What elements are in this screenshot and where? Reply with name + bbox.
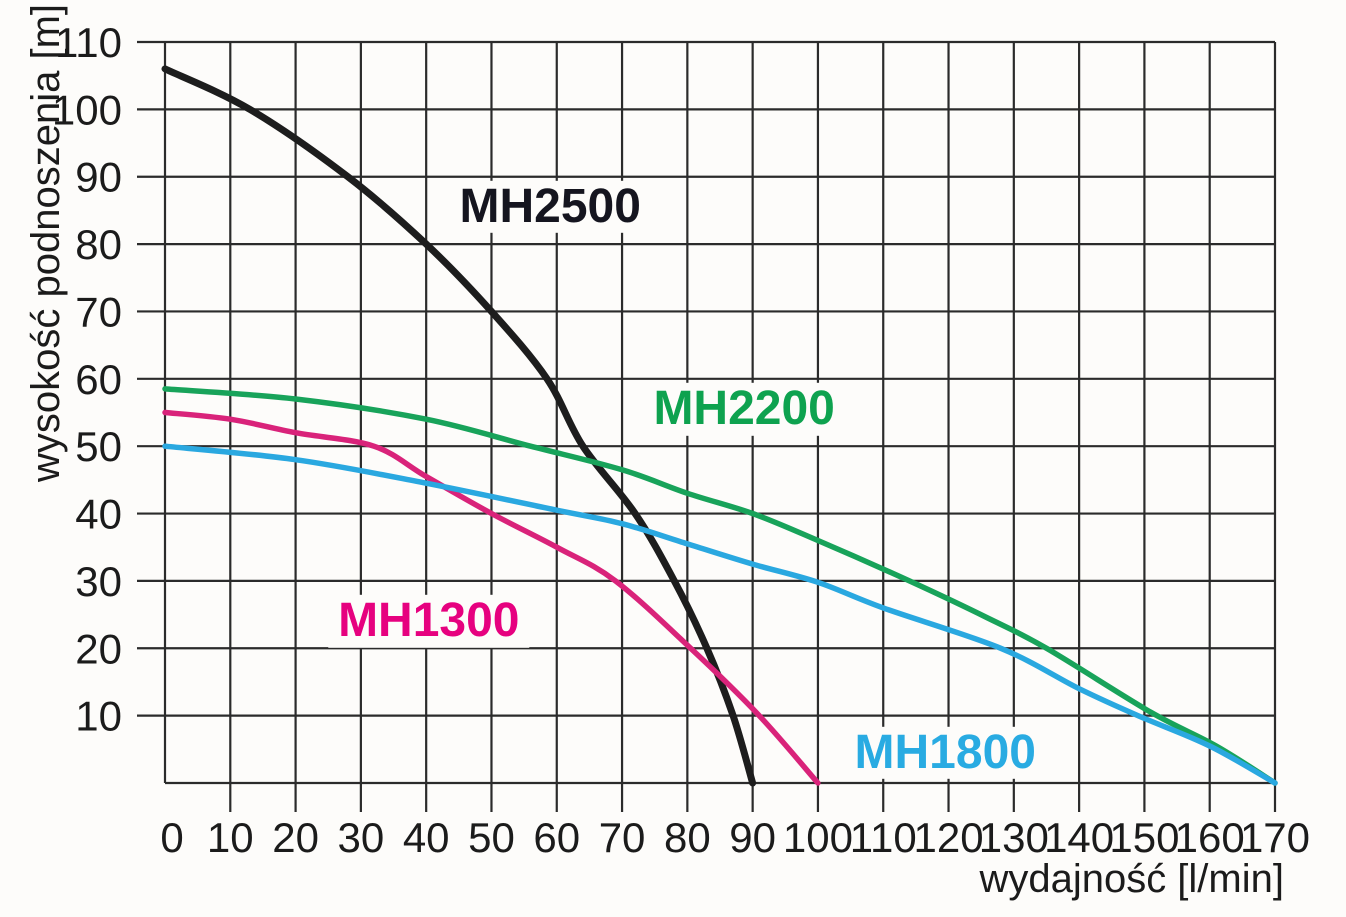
x-tick-label: 40 (403, 814, 450, 861)
curve-label-mh2500: MH2500 (449, 180, 651, 234)
x-tick-label: 100 (783, 814, 853, 861)
y-tick-label: 30 (75, 558, 122, 605)
y-tick-label: 90 (75, 154, 122, 201)
x-tick-label: 10 (207, 814, 254, 861)
x-tick-label: 0 (160, 814, 183, 861)
curve-label-mh1300: MH1300 (328, 595, 530, 648)
y-tick-labels: 10 20 30 40 50 60 70 80 90 100 110 (52, 19, 122, 740)
x-tick-label: 170 (1240, 814, 1310, 861)
y-tick-label: 10 (75, 693, 122, 740)
y-tick-label: 60 (75, 356, 122, 403)
y-tick-label: 110 (55, 19, 122, 66)
curve-label-mh1800: MH1800 (844, 726, 1046, 779)
y-axis-title: wysokość podnoszenia [m] (24, 3, 68, 483)
curve-mh2500 (161, 65, 757, 787)
x-tick-label: 30 (338, 814, 385, 861)
curves (161, 65, 1278, 787)
x-axis-title: wydajność [l/min] (979, 857, 1284, 901)
x-tick-label: 60 (533, 814, 580, 861)
x-tick-label: 120 (913, 814, 983, 861)
curve-mh2200 (162, 386, 1278, 786)
curve-mh1300 (162, 409, 821, 786)
x-tick-label: 130 (979, 814, 1049, 861)
x-tick-label: 110 (850, 814, 917, 861)
curve-label-mh2200: MH2200 (643, 382, 845, 436)
x-tick-label: 20 (272, 814, 319, 861)
x-tick-label: 160 (1175, 814, 1245, 861)
y-tick-label: 80 (75, 221, 122, 268)
x-tick-label: 50 (468, 814, 515, 861)
x-tick-labels: 0 10 20 30 40 50 60 70 80 90 100110120130140150160… (160, 814, 1310, 861)
y-tick-label: 50 (75, 423, 122, 470)
x-tick-label: 90 (729, 814, 776, 861)
x-tick-label: 140 (1044, 814, 1114, 861)
x-tick-label: 150 (1109, 814, 1179, 861)
y-tick-label: 70 (75, 288, 122, 335)
y-tick-label: 100 (52, 86, 122, 133)
y-tick-label: 40 (75, 491, 122, 538)
x-tick-label: 70 (599, 814, 646, 861)
x-tick-label: 80 (664, 814, 711, 861)
y-tick-label: 20 (75, 625, 122, 672)
curve-mh1800 (162, 443, 1278, 786)
